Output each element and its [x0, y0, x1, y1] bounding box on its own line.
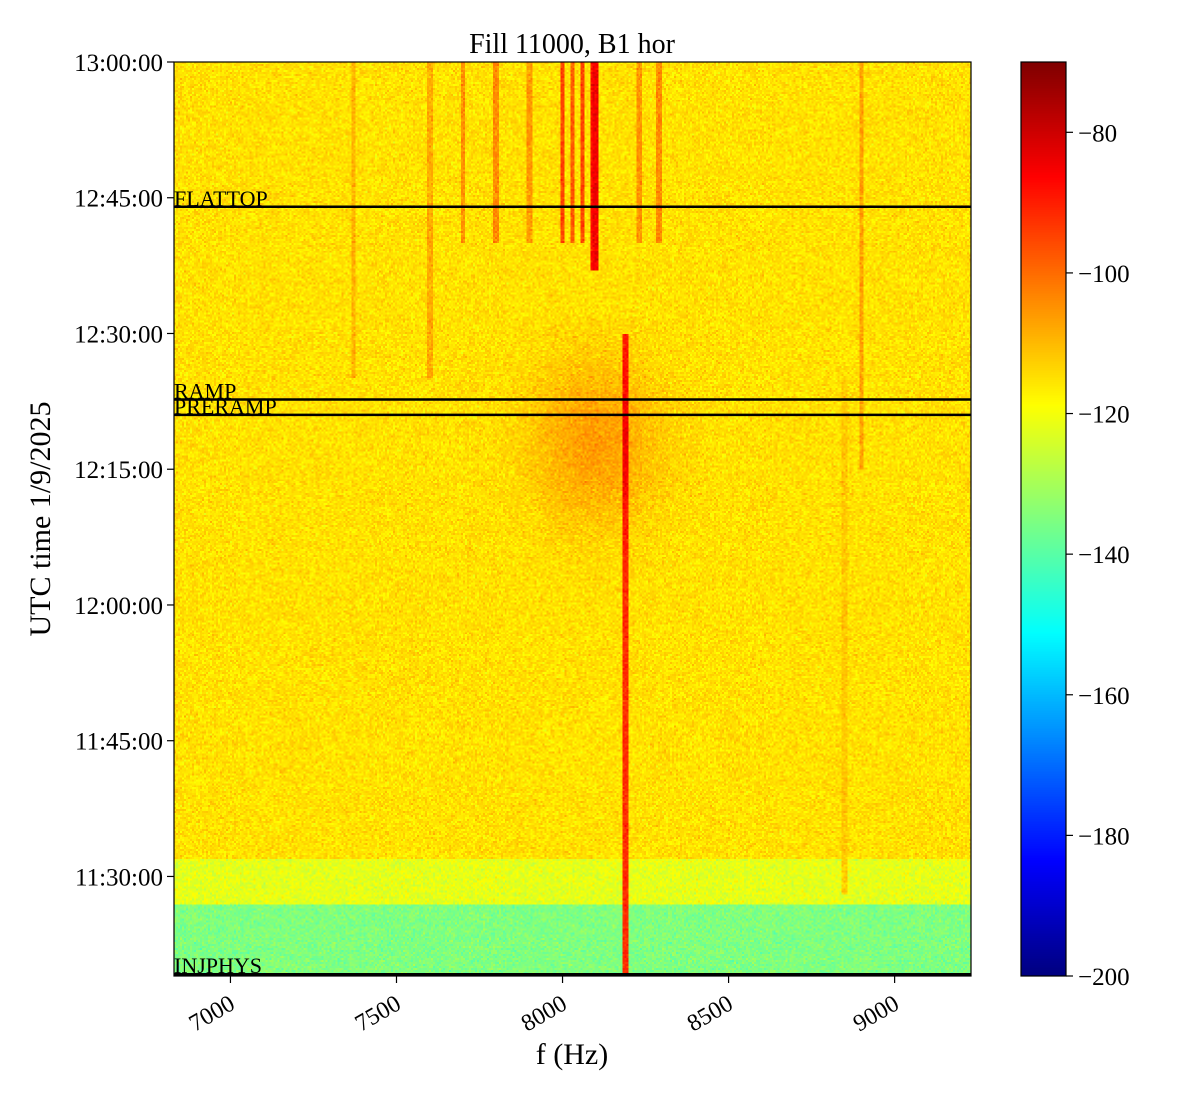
y-tick-label: 12:15:00: [74, 457, 163, 484]
mode-label-preramp: PRERAMP: [174, 394, 277, 419]
colorbar-tick-label: −200: [1078, 964, 1130, 991]
colorbar-tick-label: −80: [1078, 120, 1117, 147]
plot-frame: [173, 61, 972, 977]
colorbar-tick-label: −140: [1078, 542, 1130, 569]
y-tick-label: 12:00:00: [74, 593, 163, 620]
x-axis-ticks: 7000 7500 8000 8500 9000: [185, 976, 904, 1037]
colorbar-tick-label: −180: [1078, 823, 1130, 850]
y-tick-label: 12:30:00: [74, 321, 163, 348]
mode-label-flattop: FLATTOP: [174, 186, 268, 211]
mode-label-injphys: INJPHYS: [174, 953, 262, 978]
colorbar-tick-label: −120: [1078, 402, 1130, 429]
y-tick-label: 11:45:00: [75, 729, 163, 756]
spectrogram-heatmap: [174, 62, 971, 976]
y-tick-label: 12:45:00: [74, 186, 163, 213]
x-tick-label: 9000: [849, 991, 904, 1038]
colorbar-tick-label: −100: [1078, 261, 1130, 288]
mode-label-ramp: RAMP: [174, 379, 236, 404]
y-axis-label: UTC time 1/9/2025: [24, 402, 57, 637]
x-axis-label: f (Hz): [536, 1038, 608, 1071]
colorbar-ticks: −80 −100 −120 −140 −160 −180 −200: [1066, 120, 1130, 991]
colorbar-tick-label: −160: [1078, 683, 1130, 710]
x-tick-label: 8500: [683, 991, 738, 1038]
x-tick-label: 8000: [517, 991, 572, 1038]
y-tick-label: 13:00:00: [74, 50, 163, 77]
colorbar-frame: [1020, 61, 1067, 977]
colorbar-gradient: [1021, 62, 1066, 976]
x-tick-label: 7000: [185, 991, 240, 1038]
y-tick-label: 11:30:00: [75, 864, 163, 891]
x-tick-label: 7500: [351, 991, 406, 1038]
chart-title: Fill 11000, B1 hor: [469, 29, 676, 60]
y-axis-ticks: 11:30:00 11:45:00 12:00:00 12:15:00 12:30:00…: [74, 50, 174, 891]
